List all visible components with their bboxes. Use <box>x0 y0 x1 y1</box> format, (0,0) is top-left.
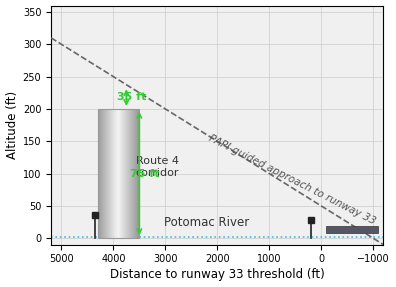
Bar <box>102 109 103 238</box>
Text: Potomac River: Potomac River <box>164 216 249 229</box>
Bar <box>128 109 129 238</box>
Bar <box>116 109 118 238</box>
Bar <box>111 109 112 238</box>
Text: PAPI-guided approach to runway 33: PAPI-guided approach to runway 33 <box>207 133 377 227</box>
Bar <box>138 109 139 238</box>
Bar <box>132 109 133 238</box>
Bar <box>100 109 101 238</box>
Text: 75 ft: 75 ft <box>130 168 159 179</box>
Bar <box>124 109 125 238</box>
Bar <box>134 109 135 238</box>
Bar <box>129 109 130 238</box>
Bar <box>98 109 99 238</box>
Bar <box>326 226 378 233</box>
Bar <box>131 109 132 238</box>
Bar <box>110 109 111 238</box>
Bar <box>105 109 106 238</box>
Bar <box>112 109 113 238</box>
Text: 35 ft: 35 ft <box>117 92 147 102</box>
Bar <box>104 109 105 238</box>
Bar <box>126 109 127 238</box>
Bar <box>130 109 131 238</box>
Bar <box>136 109 137 238</box>
Bar <box>135 109 136 238</box>
Bar <box>103 109 104 238</box>
Bar <box>133 109 134 238</box>
Bar <box>121 109 122 238</box>
Bar <box>137 109 138 238</box>
Bar <box>122 109 123 238</box>
Bar <box>125 109 126 238</box>
Text: Route 4
corridor: Route 4 corridor <box>136 156 179 178</box>
Bar <box>115 109 116 238</box>
Bar <box>127 109 128 238</box>
Y-axis label: Altitude (ft): Altitude (ft) <box>6 91 19 159</box>
Bar <box>113 109 114 238</box>
Bar <box>101 109 102 238</box>
Bar <box>123 109 124 238</box>
Bar <box>108 109 109 238</box>
X-axis label: Distance to runway 33 threshold (ft): Distance to runway 33 threshold (ft) <box>110 268 325 282</box>
Bar <box>114 109 116 238</box>
Bar <box>98 109 139 238</box>
Bar <box>107 109 108 238</box>
Bar <box>106 109 107 238</box>
Bar <box>120 109 121 238</box>
Bar <box>109 109 110 238</box>
Bar <box>118 109 120 238</box>
Bar <box>99 109 100 238</box>
